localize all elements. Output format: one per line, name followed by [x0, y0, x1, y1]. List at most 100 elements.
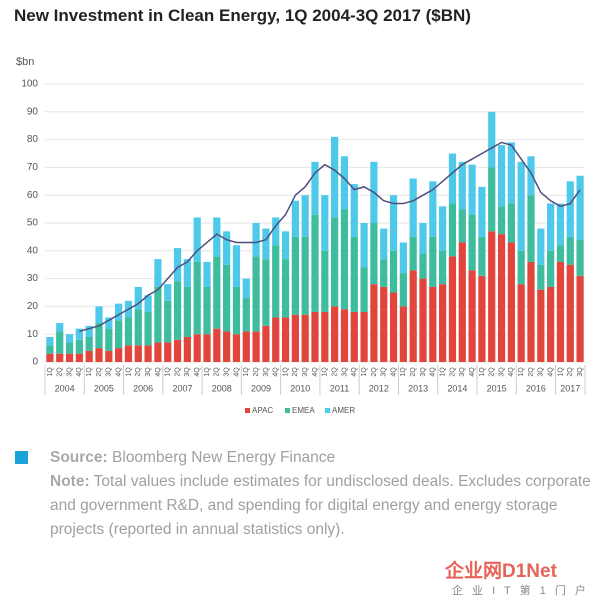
bar-segment — [213, 328, 221, 362]
bar-segment — [419, 253, 427, 279]
bar-segment — [65, 353, 74, 362]
x-tick-label: 1Q — [47, 367, 54, 377]
bar-segment — [576, 175, 584, 240]
bar-segment — [56, 353, 64, 362]
year-label: 2013 — [408, 383, 428, 393]
bar-segment — [164, 284, 172, 301]
bar-segment — [232, 334, 241, 362]
bar-segment — [547, 286, 555, 362]
x-tick-label: 2Q — [57, 367, 64, 377]
y-tick-label: 40 — [27, 245, 39, 256]
bar-segment — [439, 206, 447, 251]
bar-segment — [458, 161, 466, 210]
bar-segment — [478, 186, 486, 237]
bar-segment — [242, 331, 250, 362]
bar-segment — [46, 353, 54, 362]
bar-segment — [389, 195, 398, 251]
bar-segment — [331, 217, 339, 307]
x-tick-label: 4Q — [115, 367, 122, 377]
bar-segment — [193, 217, 201, 262]
note-label: Note: — [50, 473, 90, 490]
bar-segment — [478, 275, 486, 362]
bar-segment — [340, 309, 349, 362]
y-tick-label: 100 — [21, 79, 38, 90]
bar-segment — [95, 348, 103, 362]
bar-segment — [566, 236, 574, 265]
x-tick-label: 3Q — [145, 367, 152, 377]
x-tick-label: 4Q — [430, 367, 437, 377]
bar-segment — [252, 223, 260, 257]
notes: Source: Bloomberg New Energy Finance Not… — [50, 446, 600, 542]
bar-segment — [262, 259, 270, 326]
bar-segment — [281, 259, 290, 318]
x-tick-label: 3Q — [106, 367, 113, 377]
bar-segment — [458, 209, 466, 243]
bar-segment — [154, 259, 162, 287]
x-tick-label: 4Q — [233, 367, 240, 377]
x-tick-label: 1Q — [204, 367, 211, 377]
x-tick-label: 3Q — [341, 367, 348, 377]
bar-segment — [213, 256, 221, 329]
x-tick-label: 1Q — [282, 367, 289, 377]
bar-segment — [311, 214, 319, 312]
bar-segment — [134, 309, 142, 346]
x-tick-label: 2Q — [135, 367, 142, 377]
bar-segment — [56, 323, 64, 332]
x-tick-label: 4Q — [194, 367, 201, 377]
bar-segment — [164, 300, 172, 343]
bar-segment — [262, 228, 270, 260]
x-tick-label: 2Q — [410, 367, 417, 377]
x-tick-label: 2Q — [214, 367, 221, 377]
bar-segment — [409, 270, 417, 362]
legend-swatch — [325, 408, 330, 413]
bar-segment — [154, 342, 162, 362]
legend-swatch — [245, 408, 250, 413]
bar-segment — [321, 250, 329, 312]
y-tick-label: 80 — [27, 134, 39, 145]
bar-segment — [272, 317, 280, 362]
x-tick-label: 4Q — [547, 367, 554, 377]
trend-line — [79, 141, 581, 333]
legend-label: EMEA — [292, 406, 315, 415]
bar-segment — [56, 331, 64, 354]
year-label: 2017 — [560, 383, 580, 393]
bar-segment — [507, 203, 515, 243]
bar-segment — [331, 136, 339, 218]
bar-segment — [115, 303, 123, 321]
bar-segment — [419, 278, 427, 362]
bar-segment — [488, 231, 496, 362]
bar-segment — [85, 336, 93, 351]
bar-segment — [281, 231, 290, 260]
y-tick-label: 0 — [32, 357, 38, 368]
bar-segment — [105, 350, 113, 362]
bar-segment — [291, 200, 299, 237]
bar-segment — [497, 145, 506, 207]
bar-segment — [301, 195, 309, 237]
x-tick-label: 2Q — [331, 367, 338, 377]
bar-segment — [507, 142, 515, 204]
bar-segment — [350, 184, 358, 237]
year-label: 2012 — [369, 383, 389, 393]
x-tick-label: 1Q — [86, 367, 93, 377]
bar-segment — [547, 203, 555, 251]
x-tick-label: 2Q — [174, 367, 181, 377]
x-tick-label: 1Q — [322, 367, 329, 377]
bar-segment — [360, 267, 368, 312]
bar-segment — [517, 250, 525, 285]
bar-segment — [272, 217, 280, 246]
bar-segment — [527, 261, 535, 362]
bar-segment — [429, 181, 437, 237]
x-tick-label: 3Q — [184, 367, 191, 377]
bar-segment — [75, 339, 83, 354]
bar-segment — [115, 320, 123, 349]
x-tick-label: 3Q — [459, 367, 466, 377]
bar-segment — [380, 259, 388, 287]
bar-segment — [389, 250, 398, 293]
bar-segment — [281, 317, 290, 362]
bar-segment — [65, 342, 74, 354]
bar-segment — [262, 325, 270, 362]
bar-segment — [301, 314, 309, 362]
bar-segment — [173, 339, 182, 362]
bar-segment — [291, 314, 299, 362]
bar-segment — [556, 203, 565, 246]
